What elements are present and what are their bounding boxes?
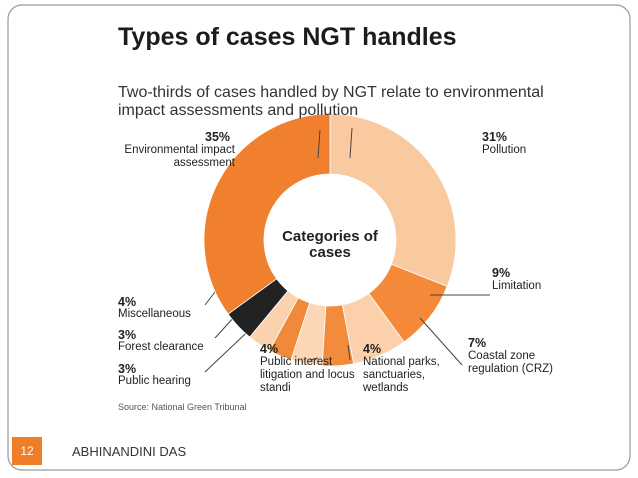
category-label: Public hearing [118, 375, 191, 387]
leader-line [309, 357, 319, 361]
value-label: 4% [118, 295, 137, 309]
chart-subtitle: Two-thirds of cases handled by NGT relat… [118, 84, 544, 119]
category-label: Pollution [482, 144, 527, 156]
donut-slice [329, 113, 457, 287]
leader-line [349, 127, 353, 159]
slide-number-box [12, 437, 42, 465]
value-label: 3% [118, 328, 137, 342]
value-label: 31% [482, 130, 508, 144]
category-label: Forest clearance [118, 341, 204, 353]
value-label: 3% [118, 362, 137, 376]
category-label: Public interest litigation and locus sta… [260, 356, 355, 394]
category-label: Miscellaneous [118, 308, 191, 320]
value-label: 4% [260, 342, 279, 356]
leader-line [419, 317, 463, 366]
donut [203, 113, 490, 373]
category-label: Coastal zone regulation (CRZ) [468, 350, 553, 375]
category-label: Limitation [492, 280, 542, 292]
category-label: Environmental impact assessment [124, 144, 235, 169]
category-label: National parks, sanctuaries, wetlands [363, 356, 440, 394]
leader-line [317, 129, 321, 159]
center-label: Categories of cases [282, 228, 378, 261]
chart-title: Types of cases NGT handles [118, 23, 457, 51]
value-label: 4% [363, 342, 382, 356]
leader-line [347, 344, 351, 361]
donut-slice [203, 113, 331, 315]
value-label: 7% [468, 336, 487, 350]
value-label: 35% [205, 130, 231, 144]
slide-number: 12 [20, 444, 34, 458]
author: ABHINANDINI DAS [72, 444, 187, 459]
value-label: 9% [492, 266, 511, 280]
source: Source: National Green Tribunal [118, 402, 247, 412]
